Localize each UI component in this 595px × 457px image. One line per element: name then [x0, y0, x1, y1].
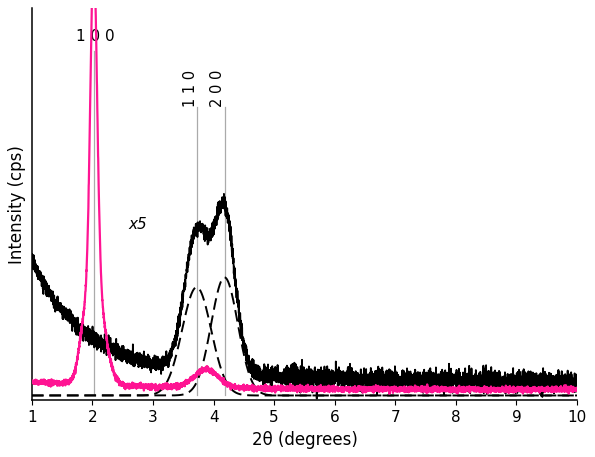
Text: x5: x5 [129, 218, 148, 232]
Text: 1 1 0: 1 1 0 [183, 69, 198, 107]
Text: 1 0 0: 1 0 0 [76, 29, 114, 44]
X-axis label: 2θ (degrees): 2θ (degrees) [252, 430, 358, 449]
Y-axis label: Intensity (cps): Intensity (cps) [8, 145, 26, 264]
Text: 2 0 0: 2 0 0 [211, 69, 226, 107]
